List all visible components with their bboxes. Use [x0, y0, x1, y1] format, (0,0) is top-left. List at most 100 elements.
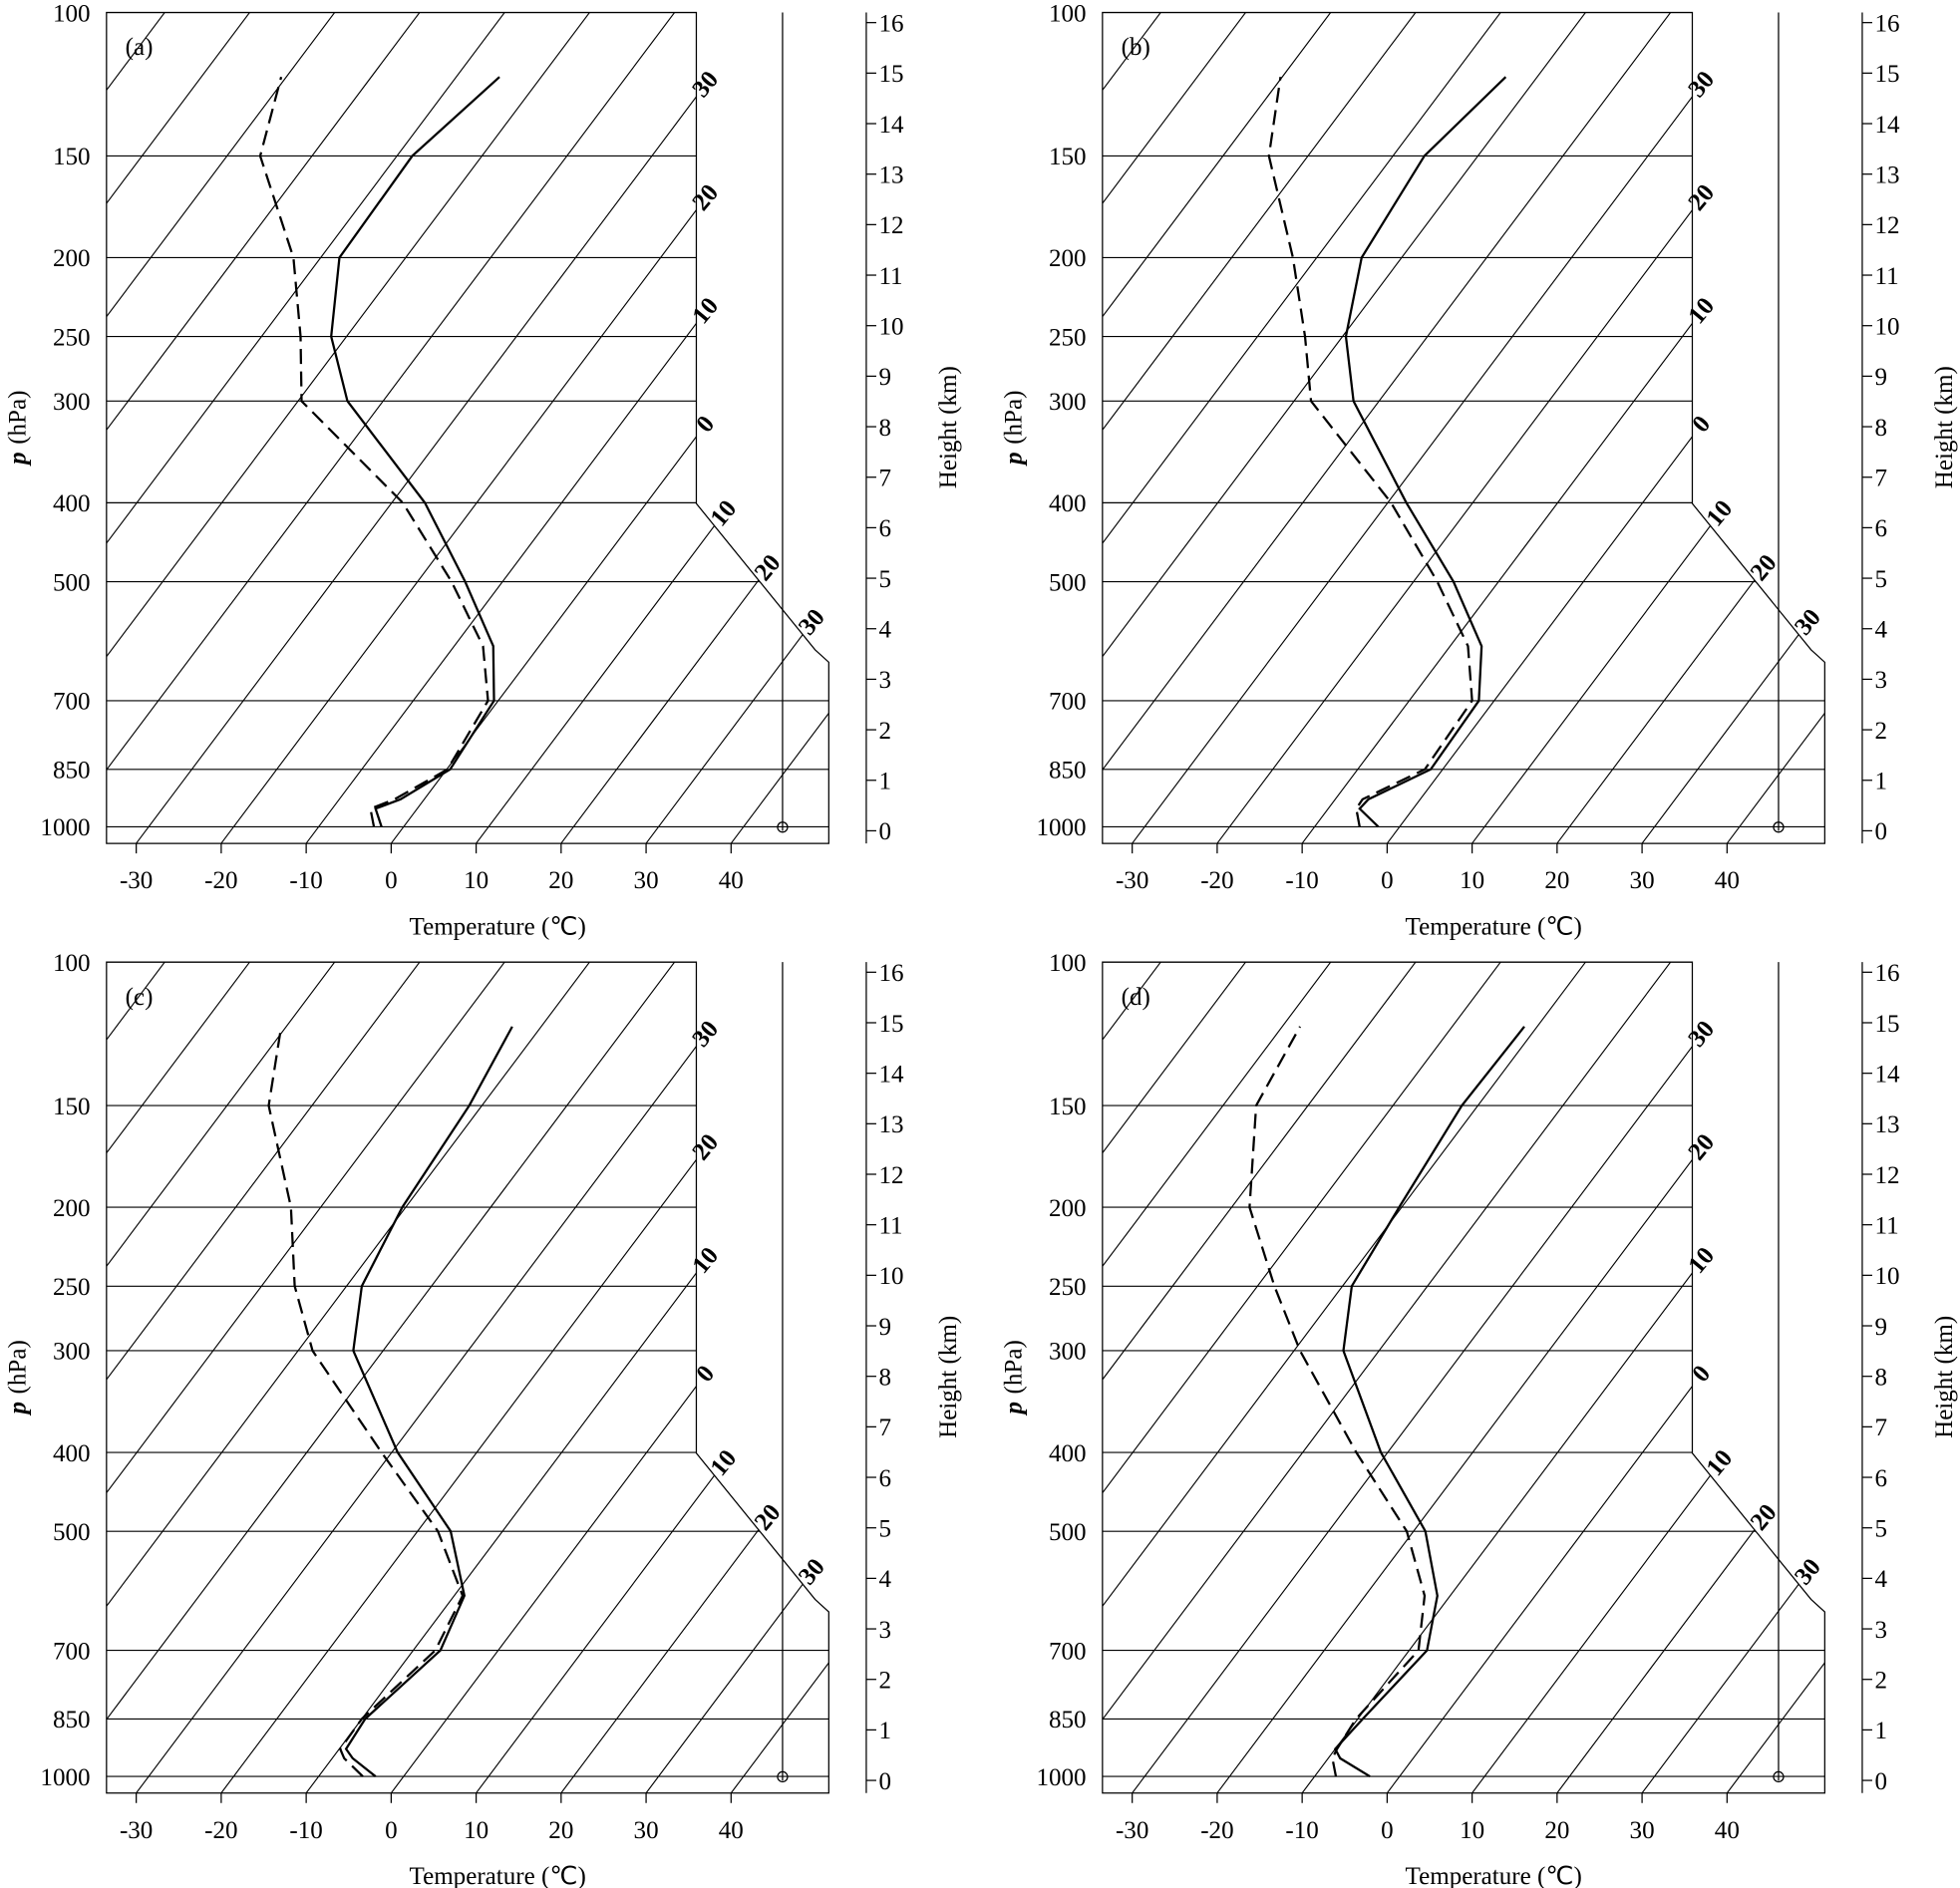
y2-tick-label: 2	[878, 1667, 891, 1694]
profile-line	[1333, 1026, 1525, 1778]
y-axis-unit: (hPa)	[4, 391, 31, 445]
y2-tick-label: 15	[878, 1011, 903, 1038]
x-axis-label: Temperature (℃)	[1406, 1863, 1582, 1888]
isotherm-label: 30	[687, 1016, 724, 1053]
x-tick-label: -30	[1116, 1817, 1148, 1844]
y-tick-label: 500	[53, 569, 91, 596]
y-axis-unit: (hPa)	[1000, 1340, 1027, 1394]
panel-label: (d)	[1122, 984, 1150, 1011]
isotherm	[1102, 12, 1586, 844]
y2-tick-label: 9	[1874, 364, 1887, 391]
isotherm	[560, 962, 829, 1793]
y-tick-label: 700	[53, 1638, 91, 1665]
y2-tick-label: 10	[878, 1263, 903, 1290]
isotherm	[106, 962, 336, 1793]
x-tick-label: 20	[1544, 1817, 1569, 1844]
isotherm	[106, 12, 336, 844]
isotherm-label: 30	[794, 1554, 830, 1591]
isotherm	[106, 12, 421, 844]
y2-axis-label: Height (km)	[935, 366, 962, 488]
isotherm-label: 0	[691, 411, 720, 438]
y-tick-label: 850	[53, 758, 91, 785]
isotherm	[1102, 962, 1332, 1793]
isotherm-label: 20	[750, 1499, 787, 1536]
x-tick-label: 10	[464, 867, 489, 894]
isotherm	[106, 962, 590, 1793]
isotherm	[1102, 962, 1672, 1793]
y2-tick-label: 0	[878, 818, 891, 845]
y-tick-label: 700	[53, 689, 91, 716]
isotherm-label: 10	[705, 495, 742, 532]
x-tick-label: 0	[1381, 1817, 1394, 1844]
x-axis-label: Temperature (℃)	[410, 914, 586, 941]
isotherm	[305, 962, 829, 1793]
isotherm	[1102, 962, 1417, 1793]
x-axis-label: Temperature (℃)	[410, 1863, 586, 1888]
panel-label: (c)	[126, 984, 154, 1011]
y2-tick-label: 1	[878, 769, 891, 795]
y2-tick-label: 13	[1874, 161, 1899, 188]
y-axis-symbol: p	[1000, 1402, 1027, 1416]
plot-frame	[1102, 11, 1825, 844]
station-marker	[777, 1770, 789, 1783]
isotherm-label: 10	[687, 293, 724, 330]
isotherm	[1301, 962, 1825, 1793]
x-tick-label: 40	[719, 867, 744, 894]
plot-frame	[1102, 961, 1825, 1794]
x-tick-label: 20	[1544, 867, 1569, 894]
y2-tick-label: 8	[1874, 1364, 1887, 1391]
y2-axis-label: Height (km)	[935, 1316, 962, 1438]
y2-tick-label: 8	[878, 1364, 891, 1391]
isotherm	[305, 12, 829, 844]
y2-tick-label: 16	[878, 10, 903, 37]
y-axis-symbol: p	[4, 1402, 31, 1416]
y2-tick-label: 12	[878, 212, 903, 239]
isotherm-label: 10	[705, 1444, 742, 1481]
y2-tick-label: 9	[878, 1314, 891, 1341]
isotherm-label: 20	[687, 1129, 724, 1166]
isotherm-label: 20	[1746, 549, 1783, 586]
isotherm-label: 10	[1683, 293, 1720, 330]
y2-tick-label: 2	[1874, 1667, 1887, 1694]
isotherm-label: 30	[794, 604, 830, 641]
y-axis-unit: (hPa)	[4, 1340, 31, 1394]
y-axis-symbol: p	[4, 452, 31, 467]
y2-tick-label: 10	[1874, 313, 1899, 340]
x-tick-label: -30	[120, 1817, 153, 1844]
y2-tick-label: 12	[1874, 212, 1899, 239]
y2-tick-label: 4	[1874, 617, 1887, 644]
y2-tick-label: 2	[878, 718, 891, 745]
y2-tick-label: 12	[1874, 1162, 1899, 1189]
y-tick-label: 850	[1049, 1707, 1087, 1733]
isotherm-label: 0	[1687, 411, 1716, 438]
y2-tick-label: 7	[1874, 1415, 1887, 1441]
isotherm-label: 20	[687, 179, 724, 216]
y2-tick-label: 15	[878, 61, 903, 88]
isotherm-label: 20	[1746, 1499, 1783, 1536]
profile-line	[267, 1026, 465, 1777]
x-tick-label: 20	[548, 867, 573, 894]
y2-tick-label: 6	[878, 1465, 891, 1492]
y2-tick-label: 7	[878, 465, 891, 491]
y2-tick-label: 0	[1874, 1768, 1887, 1795]
profile-line	[1248, 1026, 1427, 1777]
y-tick-label: 200	[53, 245, 91, 272]
y2-tick-label: 2	[1874, 718, 1887, 745]
y-tick-label: 700	[1049, 1638, 1087, 1665]
isotherm	[1102, 12, 1246, 844]
x-tick-label: 30	[1630, 867, 1655, 894]
y-tick-label: 1000	[40, 814, 90, 841]
isotherm-label: 0	[1687, 1361, 1716, 1388]
y2-tick-label: 13	[878, 1111, 903, 1138]
y-tick-label: 250	[1049, 1274, 1087, 1301]
station-marker	[777, 821, 789, 833]
isotherm	[1726, 12, 1825, 844]
y-axis-symbol: p	[1000, 452, 1027, 467]
y-tick-label: 300	[1049, 389, 1087, 416]
y-tick-label: 500	[1049, 569, 1087, 596]
y-tick-label: 150	[53, 1094, 91, 1120]
y2-tick-label: 1	[1874, 769, 1887, 795]
